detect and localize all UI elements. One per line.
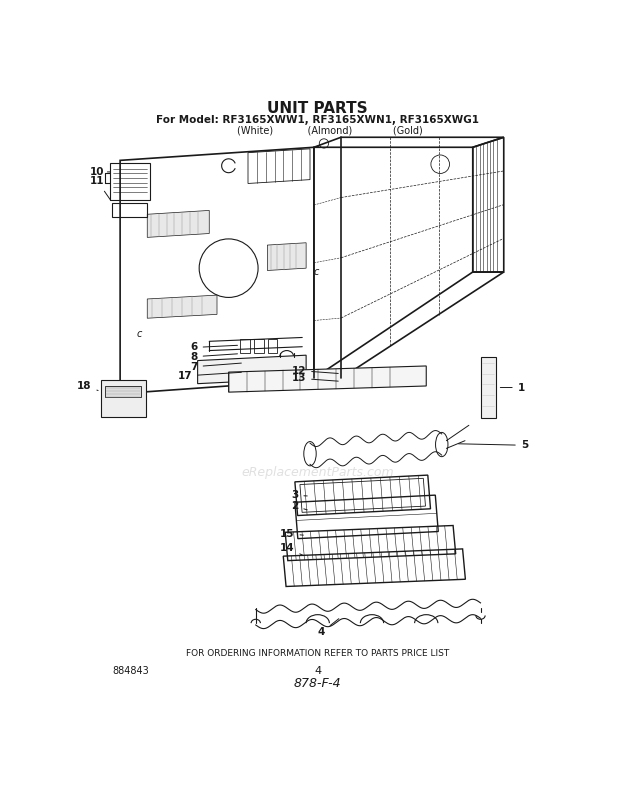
Text: eReplacementParts.com: eReplacementParts.com <box>241 466 394 479</box>
Text: 11: 11 <box>90 176 111 200</box>
Text: c: c <box>137 328 142 339</box>
Bar <box>110 163 151 199</box>
Text: 6: 6 <box>190 343 237 353</box>
Bar <box>268 339 278 353</box>
Text: 18: 18 <box>77 381 98 391</box>
Polygon shape <box>148 295 217 318</box>
Text: 3: 3 <box>291 490 308 501</box>
Text: 8: 8 <box>190 352 237 361</box>
Text: 2: 2 <box>291 501 308 511</box>
Polygon shape <box>198 355 306 384</box>
Bar <box>100 380 146 417</box>
Text: 4: 4 <box>317 619 339 638</box>
Text: FOR ORDERING INFORMATION REFER TO PARTS PRICE LIST: FOR ORDERING INFORMATION REFER TO PARTS … <box>186 649 450 658</box>
Text: c: c <box>314 267 319 277</box>
Text: 15: 15 <box>280 529 303 539</box>
Text: 878-F-4: 878-F-4 <box>294 677 342 691</box>
Bar <box>105 386 141 397</box>
Text: 13: 13 <box>291 373 339 384</box>
Bar <box>112 202 148 217</box>
Text: 1: 1 <box>500 383 525 392</box>
Text: 4: 4 <box>314 666 321 676</box>
Polygon shape <box>229 366 427 392</box>
Polygon shape <box>267 243 306 271</box>
Text: 884843: 884843 <box>112 666 149 676</box>
Text: 10: 10 <box>90 167 110 177</box>
Bar <box>480 357 496 418</box>
Text: 14: 14 <box>280 543 304 556</box>
Polygon shape <box>148 210 210 237</box>
Text: (White)           (Almond)             (Gold): (White) (Almond) (Gold) <box>213 125 423 135</box>
Bar <box>241 339 249 353</box>
Text: For Model: RF3165XWW1, RF3165XWN1, RF3165XWG1: For Model: RF3165XWW1, RF3165XWN1, RF316… <box>156 115 479 125</box>
Text: 7: 7 <box>190 361 241 372</box>
Text: 12: 12 <box>291 365 339 376</box>
Bar <box>254 339 264 353</box>
Text: UNIT PARTS: UNIT PARTS <box>267 101 368 116</box>
Text: 17: 17 <box>177 371 241 381</box>
Text: 5: 5 <box>458 441 528 450</box>
